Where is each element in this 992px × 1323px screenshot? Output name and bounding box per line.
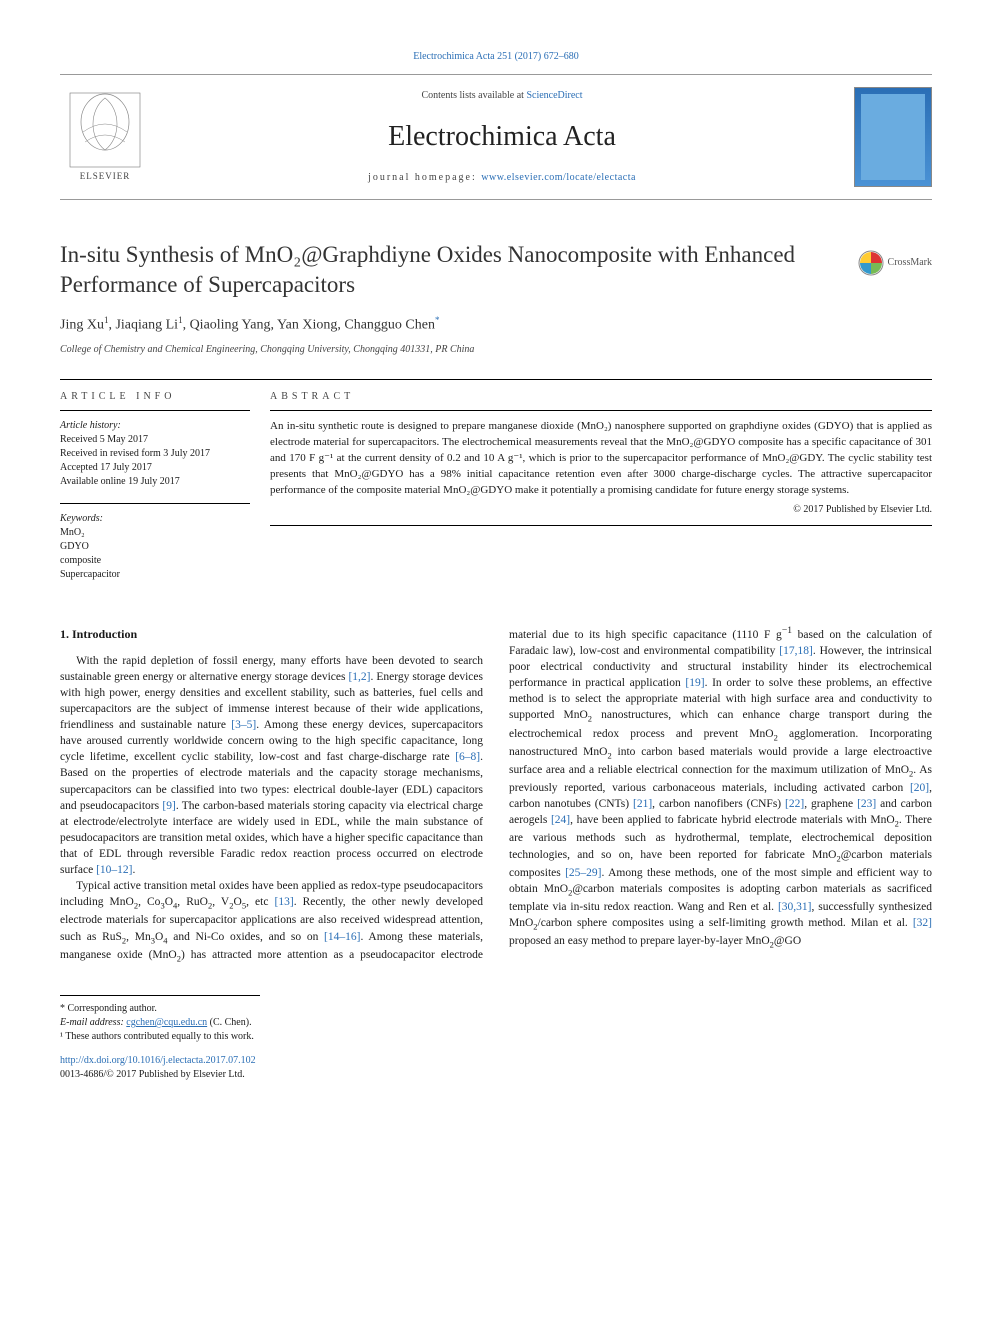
affiliation: College of Chemistry and Chemical Engine…	[60, 343, 932, 357]
article-info-heading: ARTICLE INFO	[60, 390, 250, 404]
equal-contribution-note: ¹ These authors contributed equally to t…	[60, 1030, 260, 1044]
history-online: Available online 19 July 2017	[60, 475, 250, 489]
publisher-name: ELSEVIER	[80, 170, 131, 183]
keywords-label: Keywords:	[60, 512, 250, 526]
journal-title: Electrochimica Acta	[162, 117, 842, 156]
article-info-column: ARTICLE INFO Article history: Received 5…	[60, 390, 270, 596]
homepage-label: journal homepage:	[368, 172, 481, 183]
contents-prefix: Contents lists available at	[421, 90, 526, 101]
crossmark-badge[interactable]: CrossMark	[858, 250, 932, 276]
keyword: Supercapacitor	[60, 568, 250, 582]
publisher-logo-elsevier: ELSEVIER	[60, 87, 150, 187]
keyword: composite	[60, 554, 250, 568]
abstract-heading: ABSTRACT	[270, 390, 932, 404]
footnotes: * Corresponding author. E-mail address: …	[60, 995, 260, 1044]
doi-link[interactable]: http://dx.doi.org/10.1016/j.electacta.20…	[60, 1055, 256, 1066]
doi-block: http://dx.doi.org/10.1016/j.electacta.20…	[60, 1054, 932, 1082]
keyword: GDYO	[60, 540, 250, 554]
corresponding-email-link[interactable]: cgchen@cqu.edu.cn	[126, 1017, 207, 1028]
history-received: Received 5 May 2017	[60, 433, 250, 447]
author-list: Jing Xu1, Jiaqiang Li1, Qiaoling Yang, Y…	[60, 314, 932, 335]
journal-homepage-line: journal homepage: www.elsevier.com/locat…	[162, 171, 842, 185]
crossmark-label: CrossMark	[888, 256, 932, 270]
keyword: MnO₂	[60, 526, 250, 540]
issn-copyright-line: 0013-4686/© 2017 Published by Elsevier L…	[60, 1068, 932, 1082]
homepage-link[interactable]: www.elsevier.com/locate/electacta	[481, 172, 636, 183]
section-heading-introduction: 1. Introduction	[60, 626, 483, 643]
article-title: In-situ Synthesis of MnO₂@Graphdiyne Oxi…	[60, 240, 932, 300]
masthead: ELSEVIER Contents lists available at Sci…	[60, 74, 932, 200]
history-revised: Received in revised form 3 July 2017	[60, 447, 250, 461]
sciencedirect-link[interactable]: ScienceDirect	[526, 90, 582, 101]
abstract-copyright: © 2017 Published by Elsevier Ltd.	[270, 503, 932, 517]
journal-cover-thumbnail	[854, 87, 932, 187]
history-label: Article history:	[60, 419, 250, 433]
corresponding-author-note: * Corresponding author.	[60, 1002, 260, 1016]
history-accepted: Accepted 17 July 2017	[60, 461, 250, 475]
abstract-column: ABSTRACT An in-situ synthetic route is d…	[270, 390, 932, 596]
email-line: E-mail address: cgchen@cqu.edu.cn (C. Ch…	[60, 1016, 260, 1030]
body-text: 1. Introduction With the rapid depletion…	[60, 624, 932, 965]
running-header: Electrochimica Acta 251 (2017) 672–680	[60, 50, 932, 64]
crossmark-icon	[858, 250, 884, 276]
body-paragraph: With the rapid depletion of fossil energ…	[60, 653, 483, 878]
abstract-text: An in-situ synthetic route is designed t…	[270, 419, 932, 499]
contents-available-line: Contents lists available at ScienceDirec…	[162, 89, 842, 103]
